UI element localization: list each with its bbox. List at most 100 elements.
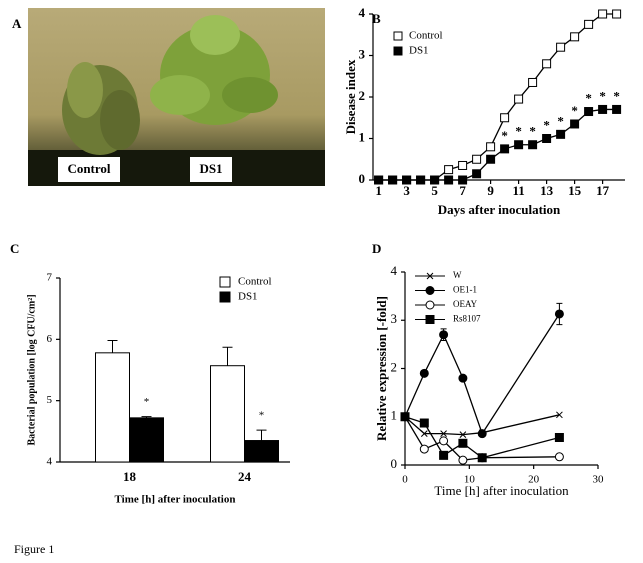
y-axis-label: Relative expression [-fold] [374, 296, 389, 441]
leaf [100, 90, 140, 150]
y-tick-label: 4 [359, 5, 366, 20]
x-tick-label: 10 [464, 474, 476, 486]
data-point [598, 104, 608, 114]
photo-label: Control [67, 161, 110, 176]
legend-marker [426, 272, 434, 280]
significance-mark: * [571, 103, 578, 118]
bar [95, 352, 130, 463]
bar [210, 365, 245, 463]
x-tick-label: 11 [512, 183, 524, 198]
significance-mark: * [259, 410, 265, 422]
legend-marker [393, 46, 403, 56]
legend-label: Control [409, 30, 443, 42]
label-box [58, 157, 120, 182]
x-axis-label: Time [h] after inoculation [434, 483, 569, 498]
data-point [554, 309, 564, 319]
y-tick-label: 0 [359, 171, 366, 186]
x-tick-label: 13 [540, 183, 554, 198]
data-point [528, 77, 538, 87]
data-point [554, 432, 564, 442]
data-point [439, 436, 449, 446]
data-point [419, 418, 429, 428]
data-point [500, 113, 510, 123]
data-point [400, 412, 410, 422]
data-point [419, 368, 429, 378]
significance-mark: * [501, 128, 508, 143]
data-point [556, 411, 563, 419]
legend-marker [425, 315, 435, 324]
y-axis-label: Bacterial population [log CFU/cm²] [26, 294, 37, 445]
significance-mark: * [144, 396, 150, 408]
photo: Control DS1 [28, 8, 325, 186]
data-point [514, 94, 524, 104]
bar [129, 417, 164, 463]
bar [244, 440, 279, 463]
x-axis-label: Days after inoculation [438, 202, 561, 217]
data-point [477, 429, 487, 439]
x-tick-label: 17 [596, 183, 610, 198]
legend-label: W [453, 270, 462, 280]
y-tick-label: 1 [359, 129, 366, 144]
significance-mark: * [599, 88, 606, 103]
series-line [404, 414, 560, 436]
leaf [222, 77, 278, 113]
label-box [190, 157, 232, 182]
significance-mark: * [557, 113, 564, 128]
photo-label: DS1 [199, 161, 222, 176]
leaf [150, 75, 210, 115]
y-tick-label: 5 [47, 394, 53, 406]
x-tick-label: 30 [593, 474, 605, 486]
data-point [556, 129, 566, 139]
x-tick-label: 15 [568, 183, 582, 198]
series-line [404, 416, 560, 461]
y-tick-label: 2 [359, 88, 366, 103]
legend-marker [425, 300, 435, 310]
legend-label: DS1 [238, 291, 258, 303]
leaf [67, 62, 103, 118]
data-point [584, 107, 594, 117]
series-line [378, 108, 617, 181]
error-bar [222, 346, 233, 366]
series-line [404, 313, 560, 436]
x-tick-label: 0 [402, 474, 408, 486]
data-point [402, 175, 412, 185]
legend-swatch [219, 276, 231, 288]
legend-marker [393, 31, 403, 41]
data-point [598, 9, 608, 19]
data-point [514, 140, 524, 150]
data-point [570, 32, 580, 42]
data-point [416, 175, 426, 185]
leaf [190, 15, 240, 55]
figure-caption: Figure 1 [14, 542, 54, 556]
data-point [458, 160, 468, 170]
data-point [444, 175, 454, 185]
error-bar [256, 429, 267, 441]
data-point [612, 9, 622, 19]
significance-mark: * [543, 117, 550, 132]
y-tick-label: 0 [391, 456, 398, 471]
data-point [458, 175, 468, 185]
data-point [420, 430, 428, 437]
data-point [374, 175, 384, 185]
x-tick-label: 9 [487, 183, 494, 198]
x-tick-label: 24 [238, 469, 252, 484]
data-point [440, 430, 447, 437]
data-point [459, 431, 467, 438]
data-point [612, 104, 622, 114]
x-tick-label: 18 [123, 469, 137, 484]
data-point [458, 438, 468, 448]
data-point [458, 455, 468, 465]
data-point [542, 59, 552, 69]
x-tick-label: 7 [459, 183, 466, 198]
panel-label: C [10, 241, 19, 256]
significance-mark: * [515, 124, 522, 139]
data-point [486, 142, 496, 152]
error-bar [107, 340, 118, 353]
data-point [477, 453, 487, 463]
panel-label: B [372, 11, 381, 26]
data-point [444, 165, 454, 175]
data-point [419, 444, 429, 454]
y-tick-label: 4 [391, 263, 398, 278]
legend-swatch [219, 291, 231, 303]
